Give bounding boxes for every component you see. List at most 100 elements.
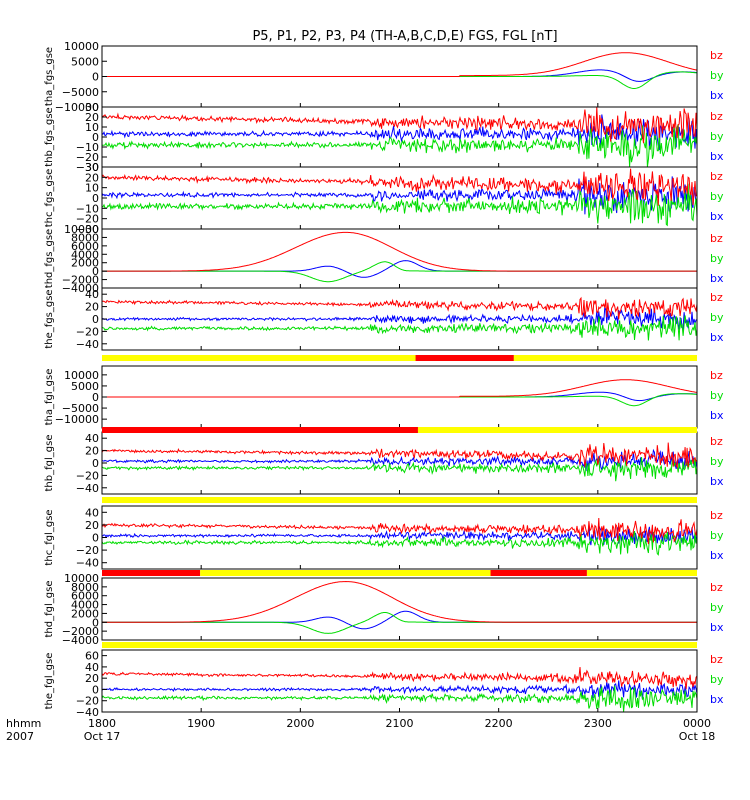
- legend-by: by: [710, 601, 724, 614]
- y-tick-label: 4000: [71, 599, 99, 612]
- legend-by: by: [710, 311, 724, 324]
- y-axis-label: thd_fgl_gse: [44, 581, 55, 638]
- y-tick-label: 5000: [71, 380, 99, 393]
- y-axis-label: tha_fgs_gse: [44, 47, 55, 106]
- y-tick-label: 10000: [64, 40, 99, 53]
- y-tick-label: −4000: [62, 634, 99, 647]
- y-tick-label: 0: [92, 71, 99, 84]
- y-tick-label: −20: [76, 544, 99, 557]
- y-axis-label: the_fgl_gse: [44, 653, 55, 710]
- y-tick-label: 10: [85, 121, 99, 134]
- series-bz-thd_fgl_gse: [102, 580, 697, 623]
- y-tick-label: −20: [76, 325, 99, 338]
- y-tick-label: −30: [76, 161, 99, 174]
- y-tick-label: 20: [85, 111, 99, 124]
- plot-title: P5, P1, P2, P3, P4 (TH-A,B,C,D,E) FGS, F…: [252, 29, 557, 44]
- legend-bz: bz: [710, 435, 723, 448]
- y-tick-label: 0: [92, 192, 99, 205]
- y-tick-label: 20: [85, 301, 99, 314]
- series-bx-the_fgs_gse: [101, 307, 698, 331]
- y-axis-label: thb_fgs_gse: [44, 107, 55, 166]
- legend-bz: bz: [710, 653, 723, 666]
- status-bar-segment: [417, 427, 697, 433]
- y-tick-label: 20: [85, 445, 99, 458]
- status-bar-segment: [102, 497, 697, 503]
- legend-bz: bz: [710, 509, 723, 522]
- legend-bz: bz: [710, 49, 723, 62]
- y-tick-label: −20: [76, 469, 99, 482]
- status-bar-segment: [102, 427, 418, 433]
- y-tick-label: 0: [92, 532, 99, 545]
- date-label-end: Oct 18: [679, 730, 716, 743]
- panel-frame: [101, 649, 698, 713]
- y-tick-label: 20: [85, 519, 99, 532]
- series-bz-thb_fgs_gse: [101, 106, 698, 144]
- series-bx-thc_fgl_gse: [101, 525, 698, 546]
- y-tick-label: 10000: [64, 223, 99, 236]
- legend-bz: bz: [710, 581, 723, 594]
- y-tick-label: −40: [76, 557, 99, 570]
- y-tick-label: 0: [92, 457, 99, 470]
- y-tick-label: −20: [76, 151, 99, 164]
- legend-by: by: [710, 389, 724, 402]
- legend-bz: bz: [710, 369, 723, 382]
- series-by-thd_fgs_gse: [102, 261, 697, 283]
- y-tick-label: 4000: [71, 248, 99, 261]
- legend-bx: bx: [710, 475, 724, 488]
- y-tick-label: −4000: [62, 282, 99, 295]
- y-tick-label: 0: [92, 683, 99, 696]
- y-tick-label: 40: [85, 288, 99, 301]
- y-tick-label: 0: [92, 265, 99, 278]
- status-bar-segment: [490, 570, 587, 576]
- x-tick-label: 1900: [187, 717, 215, 730]
- y-tick-label: 10: [85, 182, 99, 195]
- legend-bz: bz: [710, 291, 723, 304]
- series-by-thc_fgs_gse: [101, 183, 698, 227]
- panel-frame: [101, 228, 698, 289]
- legend-bx: bx: [710, 331, 724, 344]
- y-tick-label: 40: [85, 506, 99, 519]
- series-by-tha_fgl_gse: [102, 393, 698, 407]
- series-bx-the_fgl_gse: [101, 680, 698, 700]
- series-bz-the_fgl_gse: [101, 666, 698, 690]
- y-tick-label: 0: [92, 616, 99, 629]
- x-tick-label: 2000: [286, 717, 314, 730]
- series-by-tha_fgs_gse: [102, 71, 698, 89]
- y-tick-label: −2000: [62, 274, 99, 287]
- y-tick-label: 0: [92, 313, 99, 326]
- x-tick-label: 2300: [584, 717, 612, 730]
- status-bar-segment: [102, 355, 697, 361]
- series-bx-tha_fgs_gse: [102, 69, 698, 82]
- series-by-thc_fgl_gse: [101, 531, 698, 556]
- y-tick-label: 0: [92, 131, 99, 144]
- y-axis-label: tha_fgl_gse: [44, 369, 55, 426]
- y-tick-label: 2000: [71, 607, 99, 620]
- y-tick-label: 6000: [71, 240, 99, 253]
- y-tick-label: −40: [76, 706, 99, 719]
- y-tick-label: −30: [76, 223, 99, 236]
- year-label: 2007: [6, 730, 34, 743]
- series-bz-tha_fgl_gse: [102, 379, 698, 398]
- y-tick-label: 6000: [71, 590, 99, 603]
- y-tick-label: −5000: [62, 86, 99, 99]
- y-axis-label: thc_fgs_gse: [44, 169, 55, 228]
- status-bar-segment: [200, 570, 491, 576]
- y-tick-label: 30: [85, 161, 99, 174]
- y-tick-label: −20: [76, 213, 99, 226]
- series-by-thb_fgs_gse: [101, 124, 698, 168]
- series-bz-thb_fgl_gse: [101, 442, 698, 469]
- legend-bz: bz: [710, 232, 723, 245]
- status-bar-segment: [102, 642, 697, 648]
- y-tick-label: −10: [76, 141, 99, 154]
- y-axis-label: thd_fgs_gse: [44, 229, 55, 288]
- x-tick-label: 1800: [88, 717, 116, 730]
- y-tick-label: 60: [85, 650, 99, 663]
